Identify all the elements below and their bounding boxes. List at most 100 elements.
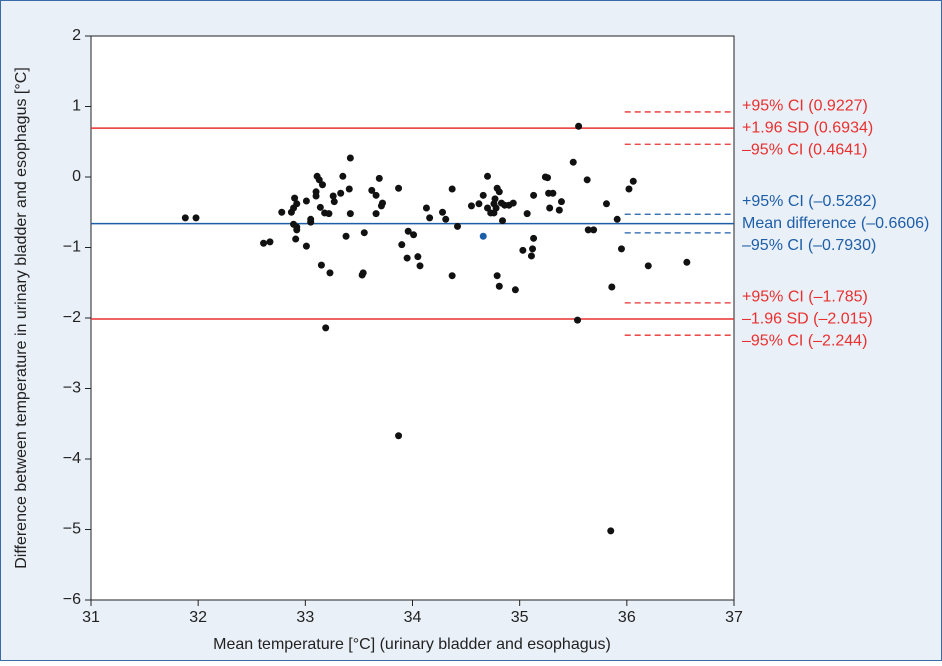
data-point	[527, 252, 535, 260]
data-point	[495, 282, 503, 290]
data-point	[368, 186, 376, 194]
data-point	[479, 191, 487, 199]
limit-label: +1.96 SD (0.6934)	[742, 119, 873, 136]
data-point	[359, 269, 367, 277]
data-point	[378, 199, 386, 207]
y-tick-label: 1	[72, 98, 81, 115]
data-point	[492, 204, 500, 212]
plot-area	[90, 35, 735, 601]
data-point	[403, 254, 411, 262]
data-point	[495, 188, 503, 196]
limit-label: +95% CI (–0.5282)	[742, 193, 877, 210]
limit-label: –95% CI (–2.244)	[742, 332, 867, 349]
data-point	[426, 214, 434, 222]
data-point	[326, 269, 334, 277]
data-point	[325, 210, 333, 218]
data-point	[315, 176, 323, 184]
data-point	[181, 214, 189, 222]
data-point	[395, 432, 403, 440]
x-tick-label: 33	[296, 609, 314, 626]
data-point	[590, 226, 598, 234]
data-point	[192, 214, 200, 222]
data-point	[293, 200, 301, 208]
data-point	[557, 198, 565, 206]
data-point	[307, 218, 315, 226]
data-point	[683, 258, 691, 266]
data-point	[337, 189, 345, 197]
data-point	[546, 204, 554, 212]
data-point	[530, 234, 538, 242]
data-point	[569, 158, 577, 166]
data-point	[266, 238, 274, 246]
data-point	[625, 185, 633, 193]
y-tick-label: −2	[63, 309, 81, 326]
data-point	[629, 177, 637, 185]
y-tick-label: −1	[63, 239, 81, 256]
data-point	[454, 222, 462, 230]
data-point	[448, 185, 456, 193]
limit-label: –1.96 SD (–2.015)	[742, 310, 873, 327]
data-point	[499, 217, 507, 225]
data-point	[491, 195, 499, 203]
data-point	[549, 189, 557, 197]
data-point	[479, 232, 487, 240]
data-point	[530, 191, 538, 199]
data-point	[523, 210, 531, 218]
data-point	[509, 199, 517, 207]
data-point	[395, 184, 403, 192]
data-point	[291, 194, 299, 202]
data-point	[607, 527, 615, 535]
data-point	[342, 232, 350, 240]
data-point	[329, 192, 337, 200]
data-point	[322, 324, 330, 332]
data-point	[372, 210, 380, 218]
x-axis-label: Mean temperature [°C] (urinary bladder a…	[213, 636, 611, 653]
limit-label: –95% CI (0.4641)	[742, 141, 867, 158]
data-point	[372, 191, 380, 199]
data-point	[345, 185, 353, 193]
data-point	[375, 174, 383, 182]
x-tick-label: 35	[511, 609, 529, 626]
data-point	[583, 176, 591, 184]
data-point	[544, 174, 552, 182]
data-point	[318, 181, 326, 189]
data-point	[346, 154, 354, 162]
y-tick-label: −3	[63, 380, 81, 397]
limit-label: –95% CI (–0.7930)	[742, 237, 876, 254]
data-point	[529, 245, 537, 253]
data-point	[404, 227, 412, 235]
data-point	[519, 246, 527, 254]
y-tick-label: 0	[72, 168, 81, 185]
data-point	[410, 231, 418, 239]
data-point	[442, 215, 450, 223]
data-point	[575, 122, 583, 130]
data-point	[555, 206, 563, 214]
limit-label: +95% CI (–1.785)	[742, 288, 868, 305]
data-point	[422, 204, 430, 212]
data-point	[484, 204, 492, 212]
data-point	[467, 202, 475, 210]
y-tick-label: 2	[72, 27, 81, 44]
data-point	[346, 210, 354, 218]
x-tick-label: 36	[618, 609, 636, 626]
data-point	[448, 272, 456, 280]
x-tick-label: 32	[189, 609, 207, 626]
data-point	[439, 208, 447, 216]
data-point	[574, 316, 582, 324]
x-tick-label: 34	[404, 609, 422, 626]
data-point	[293, 223, 301, 231]
data-point	[292, 235, 300, 243]
data-point	[414, 253, 422, 261]
data-point	[302, 197, 310, 205]
data-point	[475, 200, 483, 208]
data-point	[312, 192, 320, 200]
data-point	[330, 198, 338, 206]
data-point	[260, 239, 268, 247]
data-point	[416, 262, 424, 270]
data-point	[360, 229, 368, 237]
x-tick-label: 31	[82, 609, 100, 626]
data-point	[608, 283, 616, 291]
x-tick-label: 37	[725, 609, 743, 626]
